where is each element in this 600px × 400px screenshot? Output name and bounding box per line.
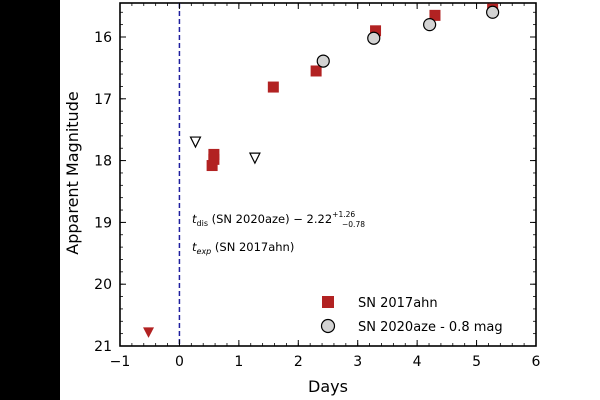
x-tick-label: 6 (532, 354, 541, 370)
upper-limit-marker (248, 152, 261, 165)
legend-marker-square (322, 296, 334, 308)
y-tick-label: 19 (94, 215, 112, 231)
x-tick-label: 3 (353, 354, 362, 370)
legend: SN 2017ahn SN 2020aze - 0.8 mag (320, 296, 503, 335)
legend-marker-circle (320, 318, 336, 334)
data-point-sn2017ahn (206, 160, 218, 172)
plot-frame (119, 2, 537, 347)
y-tick-label: 17 (94, 92, 112, 108)
legend-label-sn2020aze: SN 2020aze - 0.8 mag (358, 320, 503, 335)
figure-background (60, 0, 600, 400)
annotation-t-dis: tdis (SN 2020aze) − 2.22+1.26 −0.78 (192, 210, 365, 229)
x-tick-label: 4 (413, 354, 422, 370)
plot-area: −1 0 1 2 3 4 5 6 16 17 18 19 20 21 (94, 2, 541, 370)
data-point-sn2020aze (486, 5, 500, 19)
data-point-sn2020aze (316, 54, 330, 68)
x-tick-label: 0 (175, 354, 184, 370)
y-tick-label: 21 (94, 339, 112, 355)
x-tick-label: 2 (294, 354, 303, 370)
y-tick-label: 18 (94, 154, 112, 170)
y-tick-label: 20 (94, 277, 112, 293)
legend-label-sn2017ahn: SN 2017ahn (358, 296, 438, 311)
x-axis-label: Days (308, 377, 348, 396)
x-tick-label: 5 (472, 354, 481, 370)
data-point-sn2017ahn (267, 81, 279, 93)
data-point-sn2020aze (423, 18, 437, 32)
data-point-sn2017ahn (370, 25, 382, 37)
nondetection-marker (143, 327, 155, 338)
data-point-sn2017ahn (429, 9, 441, 21)
annotation-t-exp: texp (SN 2017ahn) (192, 240, 294, 256)
y-axis-label: Apparent Magnitude (63, 91, 82, 254)
x-tick-label: −1 (110, 354, 131, 370)
data-point-sn2017ahn (310, 65, 322, 77)
data-point-sn2020aze (367, 31, 381, 45)
upper-limit-marker (189, 136, 202, 149)
data-point-sn2017ahn (208, 148, 220, 160)
y-tick-label: 16 (94, 30, 112, 46)
x-tick-label: 1 (234, 354, 243, 370)
